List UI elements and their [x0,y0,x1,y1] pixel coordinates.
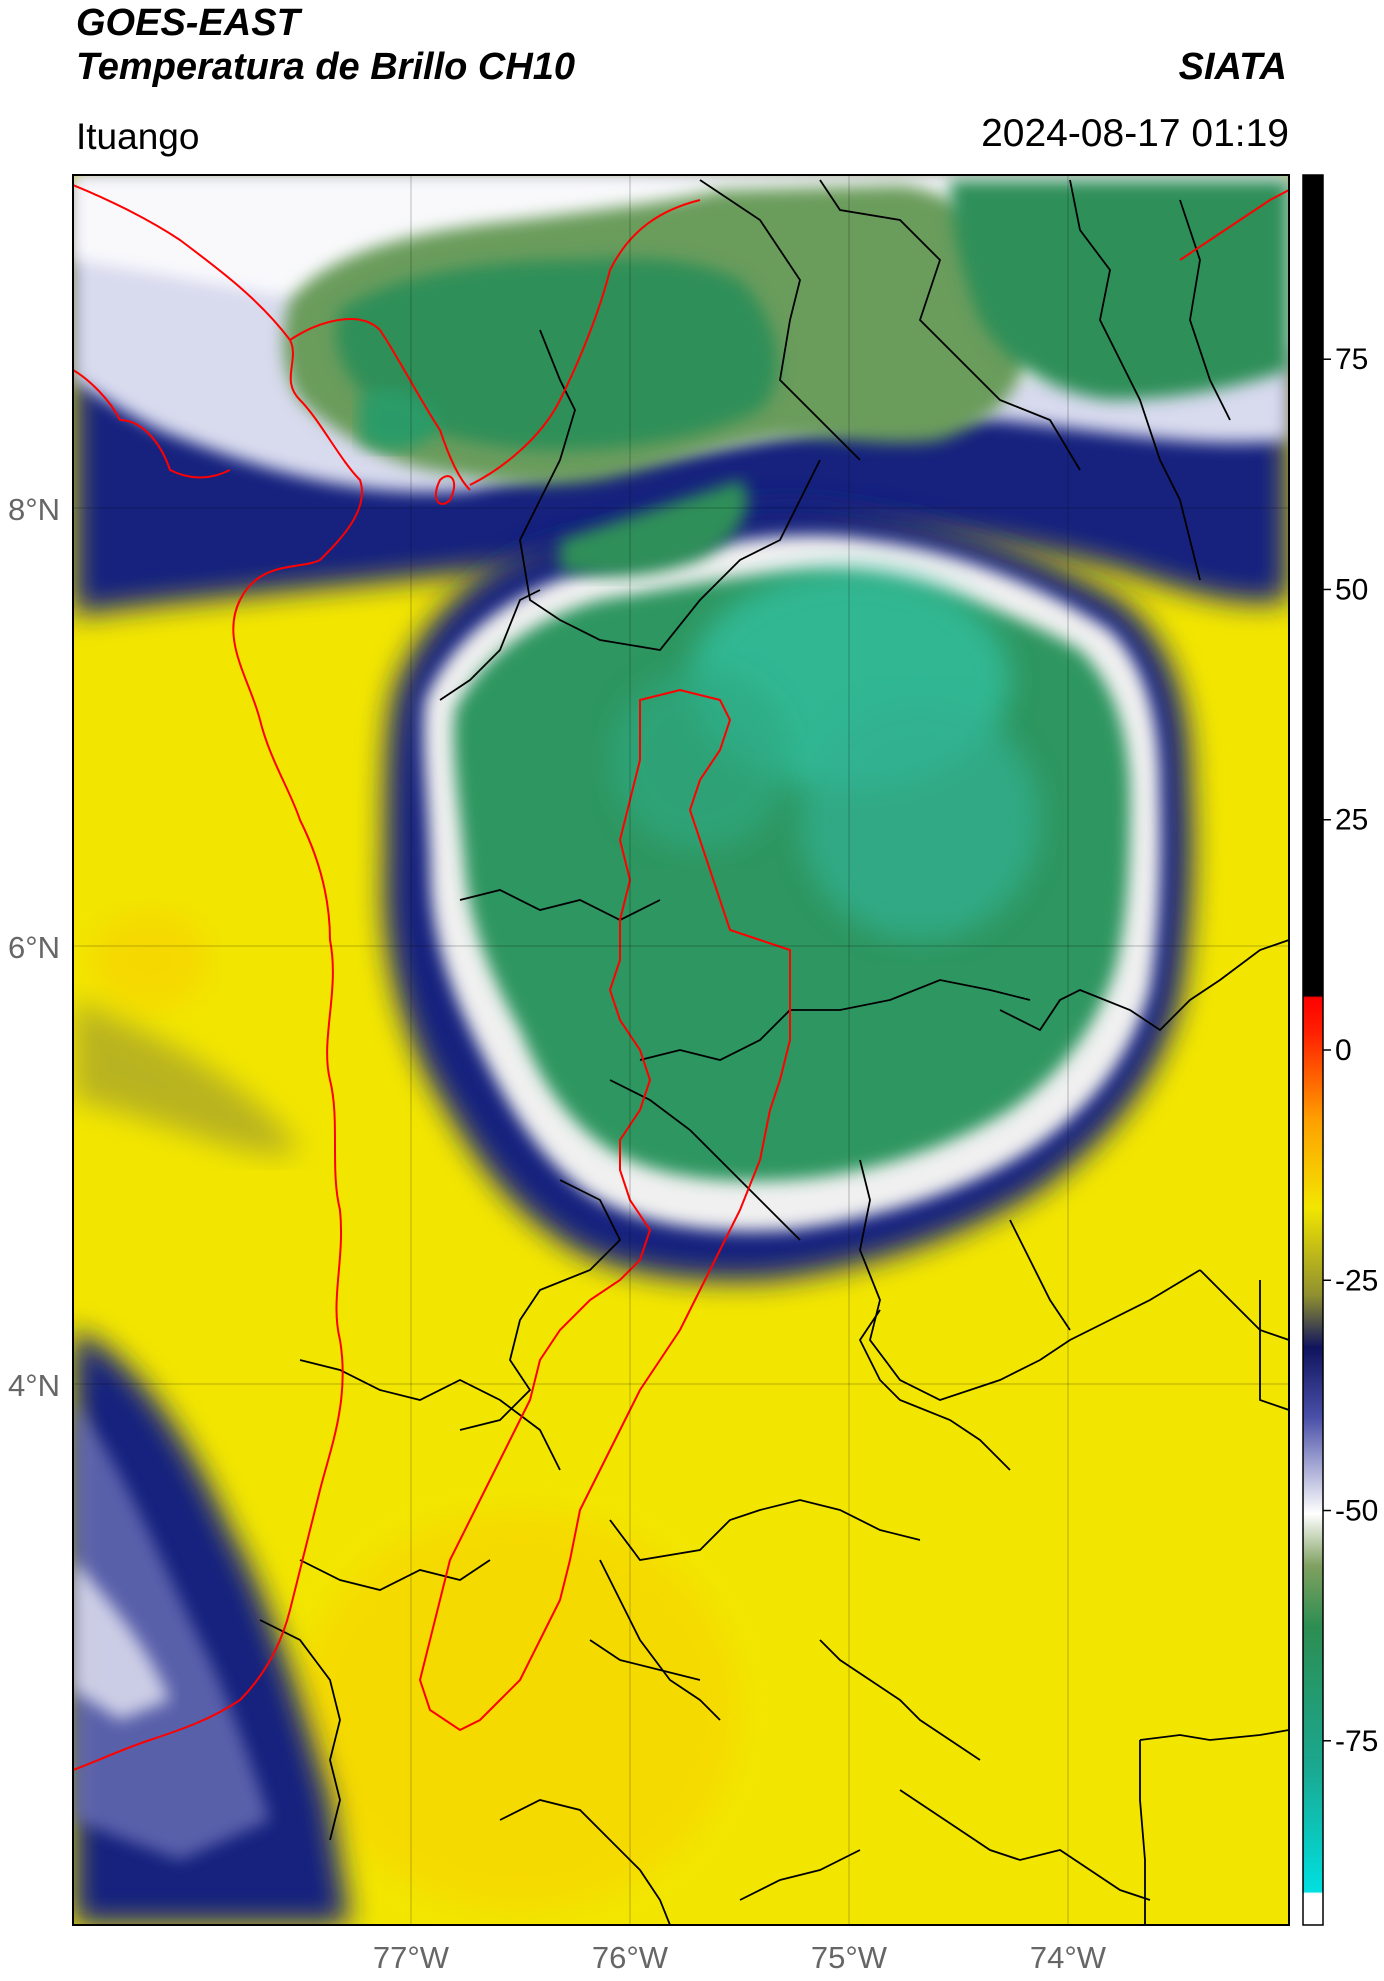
lon-label-75w: 75°W [811,1940,888,1975]
colorbar-tick-label: 50 [1335,573,1368,606]
colorbar-ticks: 75 50 25 0 -25 -50 -75 [1323,343,1378,1758]
colorbar-tick-label: 25 [1335,804,1368,837]
colorbar-tick-label: 0 [1335,1034,1352,1067]
colorbar-tick-label: -75 [1335,1725,1378,1758]
lat-label-4n: 4°N [8,1368,60,1403]
coast-and-basin-borders [73,184,1289,1771]
map-field [73,175,1289,1925]
timestamp-label: 2024-08-17 01:19 [981,112,1289,155]
colorbar-tick-label: -25 [1335,1264,1378,1297]
lon-label-74w: 74°W [1030,1940,1107,1975]
location-label: Ituango [76,116,200,157]
lon-label-77w: 77°W [373,1940,450,1975]
lat-label-8n: 8°N [8,492,60,527]
colorbar-tick-label: 75 [1335,343,1368,376]
title-product: Temperatura de Brillo CH10 [76,46,576,88]
graticule [73,175,1289,1925]
lon-label-76w: 76°W [592,1940,669,1975]
map-frame [72,174,1290,1926]
admin-borders [259,179,1289,1925]
colorbar: 75 50 25 0 -25 -50 -75 [1302,174,1378,1926]
lat-label-6n: 6°N [8,930,60,965]
title-satellite: GOES-EAST [76,2,300,44]
latitude-labels: 8°N 6°N 4°N [8,492,60,1403]
longitude-labels: 77°W 76°W 75°W 74°W [373,1940,1107,1975]
organization-label: SIATA [1178,46,1287,88]
colorbar-tick-label: -50 [1335,1495,1378,1528]
colorbar-gradient [1302,174,1324,1926]
